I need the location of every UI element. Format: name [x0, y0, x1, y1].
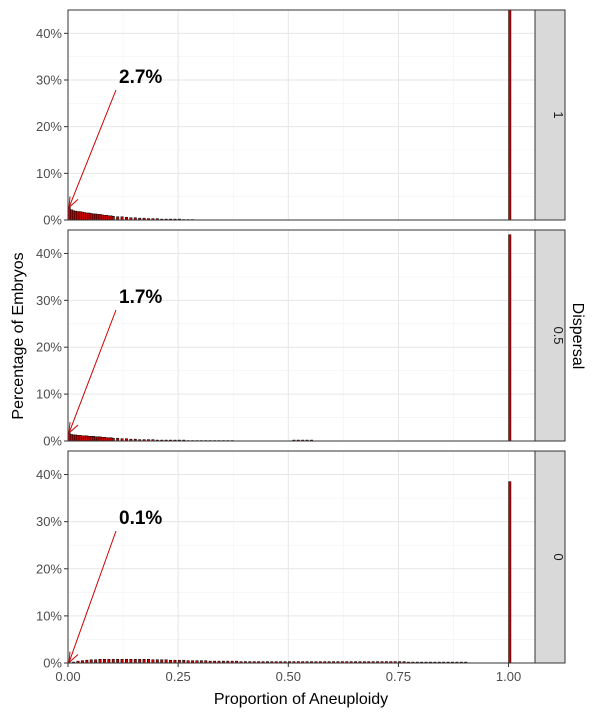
panels-layer: 2.7%10%10%20%30%40%1.7%0.50%10%20%30%40%… — [36, 9, 566, 671]
y-tick-label: 20% — [36, 119, 62, 134]
facet-strip — [534, 450, 566, 664]
y-tick-label: 0% — [43, 656, 62, 671]
y-tick-label: 30% — [36, 73, 62, 88]
y-tick-label: 30% — [36, 514, 62, 529]
x-axis-title: Proportion of Aneuploidy — [214, 691, 388, 708]
panel-background — [68, 230, 535, 441]
histogram-bar — [508, 9, 512, 221]
annotation-arrow — [68, 89, 117, 208]
panel-background — [68, 10, 535, 220]
histogram-bar — [111, 658, 115, 664]
x-tick-label: 1.00 — [496, 669, 521, 684]
x-axis: 0.00 0.25 0.50 0.75 1.00 — [55, 663, 521, 684]
annotation-arrow — [68, 530, 117, 663]
histogram-bar — [102, 658, 106, 664]
y-tick-label: 20% — [36, 340, 62, 355]
y-tick-label: 30% — [36, 293, 62, 308]
facet-strip — [534, 229, 566, 442]
histogram-bar — [98, 658, 102, 664]
histogram-bar — [508, 234, 512, 442]
x-tick-label: 0.00 — [55, 669, 80, 684]
annotation-label: 0.1% — [119, 508, 162, 529]
histogram-bar — [133, 658, 137, 664]
y-tick-label: 10% — [36, 608, 62, 623]
histogram-bar — [111, 216, 115, 221]
histogram-bar — [147, 658, 150, 664]
y-tick-label: 40% — [36, 246, 62, 261]
y-tick-label: 20% — [36, 561, 62, 576]
facet-strip-label: 0.5 — [551, 326, 566, 344]
annotation-arrowhead — [68, 421, 79, 435]
annotation-label: 2.7% — [119, 67, 162, 88]
x-tick-label: 0.75 — [386, 669, 411, 684]
histogram-bar — [116, 658, 120, 664]
y-tick-label: 0% — [43, 213, 62, 228]
histogram-bar — [120, 658, 124, 664]
histogram-bar — [138, 658, 142, 664]
y-tick-label: 40% — [36, 467, 62, 482]
panel-background — [68, 451, 535, 663]
histogram-bar — [125, 658, 128, 664]
facet-panel-2: 0.1% 0 0% 10% 20% 30% 40% — [36, 450, 566, 671]
x-tick-label: 0.25 — [165, 669, 190, 684]
y-tick-label: 0% — [43, 434, 62, 449]
histogram-bar — [107, 658, 111, 664]
y-tick-label: 10% — [36, 387, 62, 402]
x-tick-label: 0.50 — [276, 669, 301, 684]
y-axis-title: Percentage of Embryos — [10, 252, 27, 419]
facet-panel-0: 2.7%10%10%20%30%40% — [36, 9, 566, 228]
histogram-bar — [129, 658, 133, 664]
y-tick-label: 40% — [36, 26, 62, 41]
facet-strip-label: 0 — [551, 553, 566, 560]
facet-variable-title: Dispersal — [569, 303, 586, 370]
histogram-bar — [508, 481, 512, 664]
facet-strip — [534, 9, 566, 221]
annotation-arrow — [68, 309, 117, 434]
facet-strip-label: 1 — [551, 111, 566, 118]
annotation-label: 1.7% — [119, 287, 162, 308]
facet-panel-1: 1.7% 0.5 0% 10% 20% 30% 40% — [36, 229, 566, 449]
y-tick-label: 10% — [36, 166, 62, 181]
annotation-arrowhead — [68, 196, 79, 209]
histogram-bar — [142, 658, 146, 664]
